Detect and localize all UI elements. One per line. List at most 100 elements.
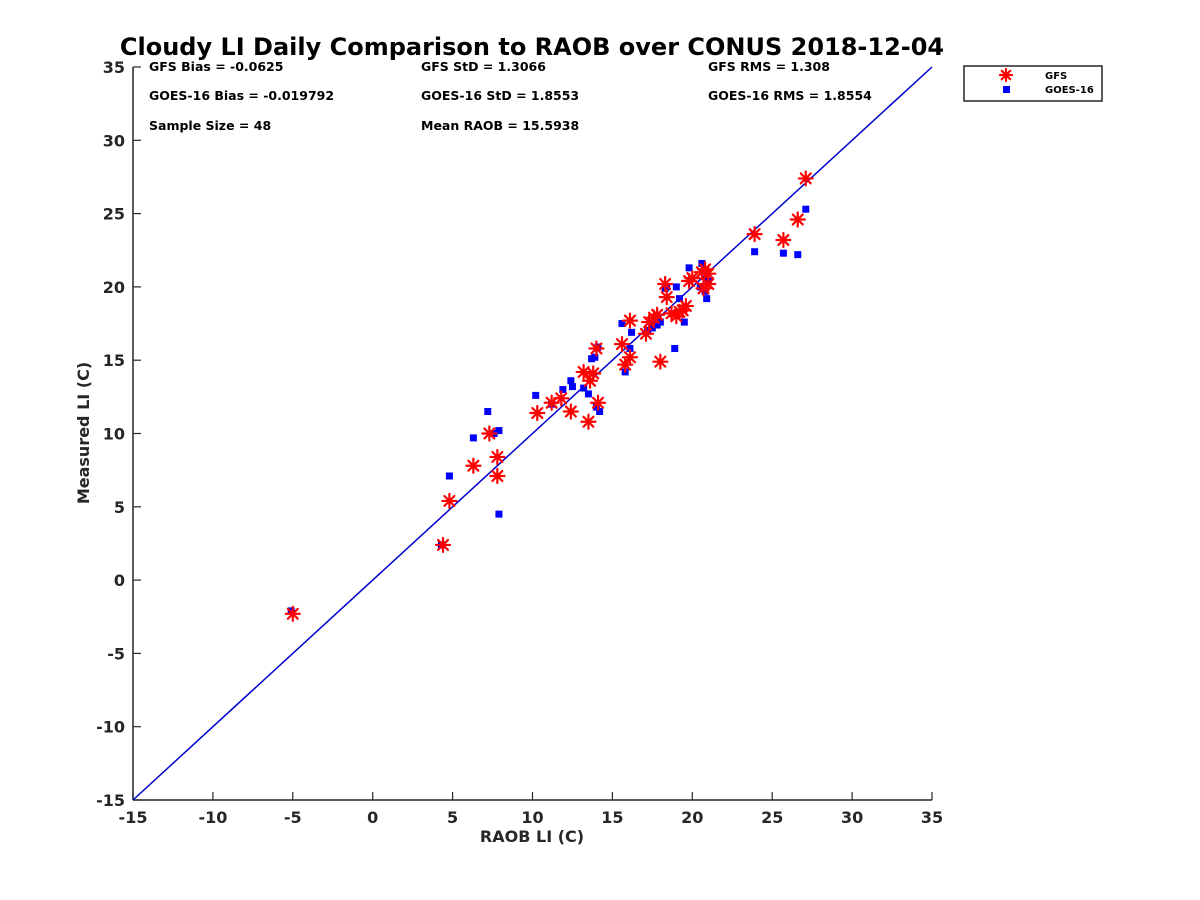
gfs-point [489,467,506,485]
goes16-point [584,390,592,398]
y-tick-label: -5 [107,644,125,663]
goes16-point [591,353,599,361]
y-tick-label: 20 [103,278,125,297]
y-tick-label: 0 [114,571,125,590]
goes16-point [445,472,453,480]
stat-gfs-bias: GFS Bias = -0.0625 [149,59,283,74]
stat-gfs-std: GFS StD = 1.3066 [421,59,546,74]
gfs-point [589,394,607,411]
gfs-point [652,353,669,370]
goes16-point [802,205,810,213]
x-tick-label: 25 [761,808,783,827]
y-tick-label: 15 [103,351,125,370]
gfs-point [621,312,639,329]
goes16-point [618,320,626,328]
gfs-point [284,605,301,622]
x-tick-label: 10 [521,808,543,827]
goes16-point [626,344,634,352]
gfs-point [621,349,639,366]
one-to-one-line [132,66,933,801]
goes16-point [532,391,540,399]
x-tick-label: 0 [367,808,378,827]
gfs-point [562,403,579,420]
x-tick-label: 30 [841,808,863,827]
goes16-point [559,386,567,394]
gfs-point [434,536,452,554]
gfs-point [553,390,570,407]
x-axis-label: RAOB LI (C) [480,827,584,846]
goes16-point [696,283,704,291]
gfs-point [580,413,597,430]
gfs-point [529,404,546,422]
goes16-point [685,264,693,272]
x-axis-ticks: -15 -10 -5 0 5 10 15 20 25 30 35 [119,792,943,827]
gfs-point [637,325,655,342]
chart-title: Cloudy LI Daily Comparison to RAOB over … [120,33,944,61]
gfs-point [700,265,717,282]
stat-mean-raob: Mean RAOB = 15.5938 [421,118,579,133]
legend-gfs-marker [998,67,1014,83]
gfs-point [677,297,695,315]
y-tick-label: 25 [103,205,125,224]
gfs-point [695,280,712,297]
gfs-point [588,340,605,357]
y-tick-label: 5 [114,498,125,517]
legend-gfs-asterisk [998,67,1014,83]
y-tick-label: -15 [96,791,125,810]
gfs-point [658,289,675,306]
goes16-point [698,259,706,267]
x-tick-label: 20 [681,808,703,827]
gfs-point [775,231,792,249]
x-tick-label: 35 [921,808,943,827]
goes16-point [672,283,680,291]
y-axis-ticks: -15 -10 -5 0 5 10 15 20 25 30 35 [96,58,141,810]
gfs-point [789,211,806,228]
x-tick-label: -15 [119,808,148,827]
y-tick-label: -10 [96,718,125,737]
x-tick-label: 15 [601,808,623,827]
goes16-point [656,318,664,326]
y-tick-label: 10 [103,425,125,444]
goes16-point [596,408,604,416]
goes16-point [628,328,636,336]
gfs-point [575,363,592,381]
x-tick-label: -5 [284,808,302,827]
gfs-point [746,226,763,243]
stat-goes-bias: GOES-16 Bias = -0.019792 [149,88,334,103]
gfs-point [465,457,482,474]
goes16-point [648,324,656,332]
goes16-point [779,249,787,257]
goes16-point [484,408,492,416]
goes16-point [794,251,802,259]
goes16-point [671,344,679,352]
legend-box [963,65,1103,102]
goes16-point [676,295,684,303]
gfs-point [649,306,666,323]
gfs-point [441,492,458,510]
y-tick-label: 30 [103,131,125,150]
stat-goes-std: GOES-16 StD = 1.8553 [421,88,579,103]
legend-goes16-marker [1003,86,1010,93]
goes16-point [680,318,688,326]
goes16-point [567,377,575,385]
goes16-point [469,434,477,442]
gfs-point [489,448,506,466]
stat-sample-size: Sample Size = 48 [149,118,271,133]
goes16-point [495,510,503,518]
goes16-point [495,427,503,435]
gfs-point [797,170,814,187]
gfs-point [585,365,602,382]
goes16-point [580,384,588,392]
goes16-point [703,295,711,303]
gfs-point [581,372,599,389]
y-axis-label: Measured LI (C) [74,362,93,504]
x-tick-label: -10 [198,808,227,827]
legend-gfs-label: GFS [1045,71,1067,82]
x-tick-label: 5 [447,808,458,827]
stat-goes-rms: GOES-16 RMS = 1.8554 [708,88,872,103]
gfs-point [481,425,498,442]
y-tick-label: 35 [103,58,125,77]
goes16-point [568,383,576,391]
